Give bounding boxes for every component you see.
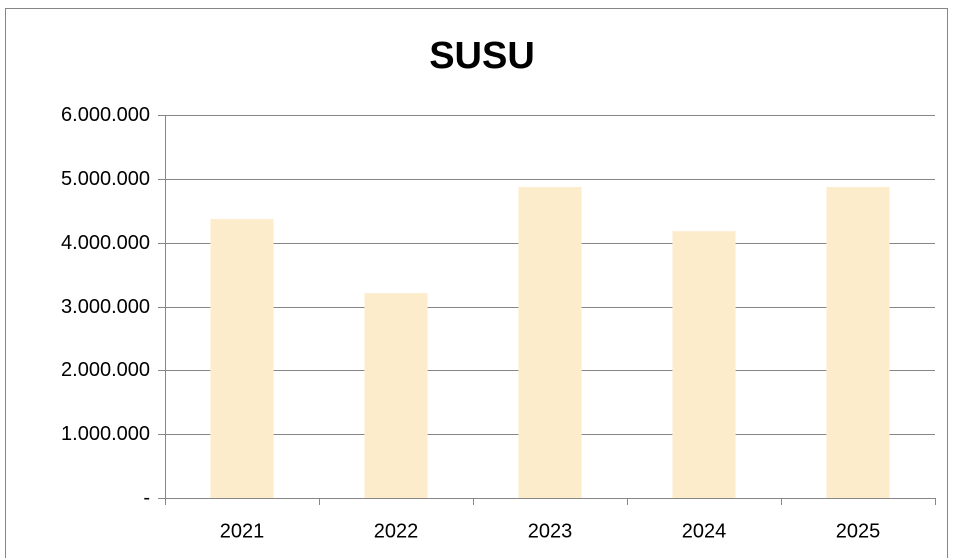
y-tick-label: 3.000.000 [61, 296, 150, 318]
y-tick-label: 2.000.000 [61, 359, 150, 381]
chart-title: SUSU [429, 35, 535, 77]
bar [518, 187, 582, 499]
bar [364, 293, 428, 498]
y-tick-label: 4.000.000 [61, 232, 150, 254]
y-tick-label: 1.000.000 [61, 423, 150, 445]
y-tick-label: - [143, 487, 150, 509]
x-tick-label: 2025 [836, 520, 881, 542]
y-tick-label: 5.000.000 [61, 168, 150, 190]
x-tick-label: 2023 [528, 520, 573, 542]
y-tick-label: 6.000.000 [61, 104, 150, 126]
bar [210, 219, 274, 498]
bar [826, 187, 890, 499]
chart-border [5, 8, 948, 558]
x-tick-label: 2022 [374, 520, 419, 542]
x-tick-label: 2024 [682, 520, 727, 542]
bar [672, 231, 736, 498]
x-tick-label: 2021 [220, 520, 265, 542]
